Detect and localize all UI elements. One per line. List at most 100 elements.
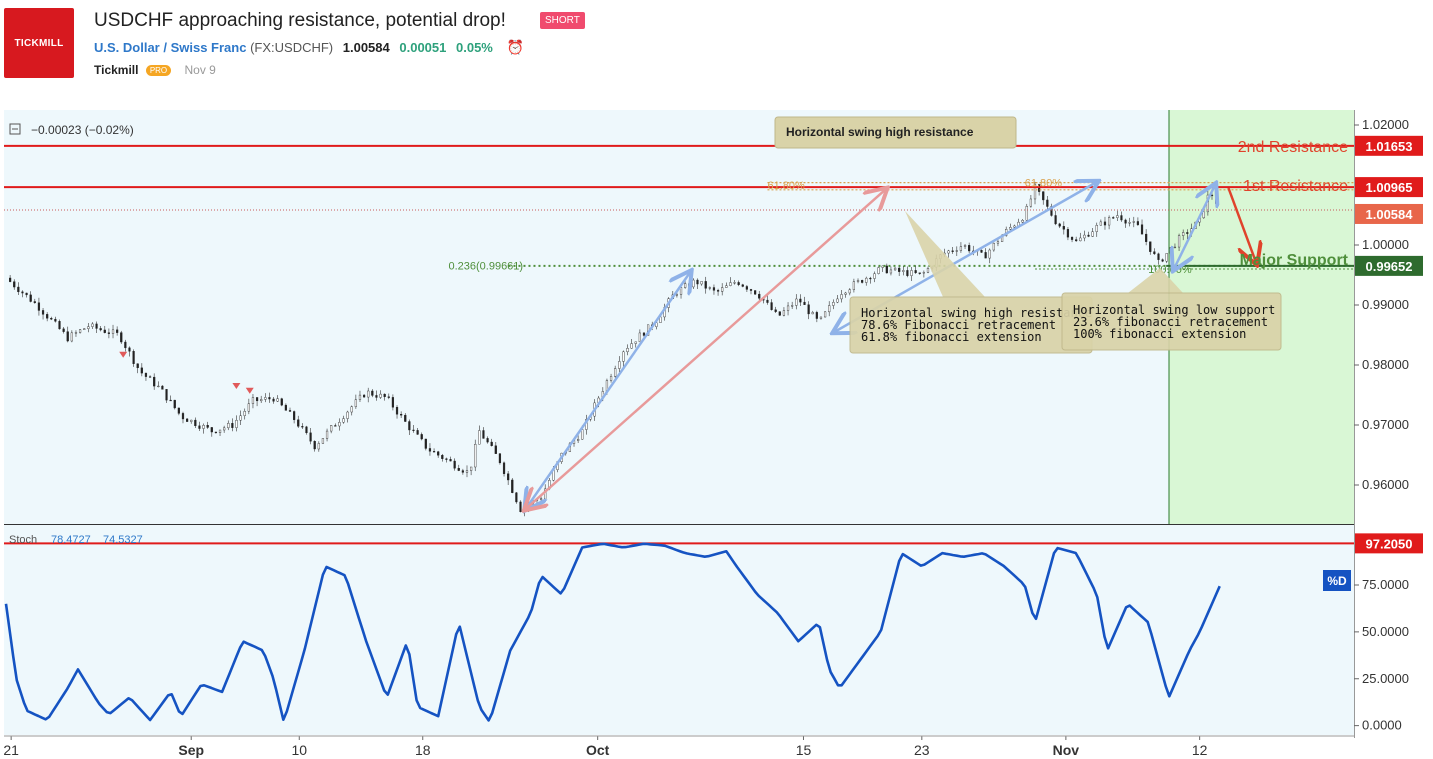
- publish-date: Nov 9: [184, 63, 216, 77]
- candle-body: [1095, 225, 1098, 232]
- symbol-code[interactable]: (FX:USDCHF): [250, 40, 334, 55]
- x-axis-label: 18: [415, 742, 431, 758]
- annotation-right-line3: 100% fibonacci extension: [1073, 327, 1246, 341]
- candle-body: [745, 286, 748, 290]
- candle-body: [317, 443, 320, 450]
- candle-body: [778, 311, 781, 316]
- candle-body: [395, 407, 399, 415]
- candle-body: [618, 361, 621, 369]
- candle-body: [449, 459, 452, 462]
- candle-body: [297, 419, 300, 427]
- candle-body: [996, 241, 1000, 244]
- candle-body: [795, 298, 798, 306]
- stoch-d-line: [4, 542, 1221, 722]
- candle-body: [210, 427, 213, 433]
- candle-body: [148, 376, 152, 378]
- candle-body: [721, 287, 724, 292]
- pro-badge: PRO: [145, 65, 172, 77]
- x-axis-label: Nov: [1053, 742, 1080, 758]
- x-axis-label: Sep: [178, 742, 204, 758]
- candle-body: [614, 368, 617, 377]
- projected-drop-arrow: [1227, 187, 1256, 263]
- annotation-right[interactable]: Horizontal swing low support 23.6% fibon…: [1061, 268, 1282, 351]
- candle-body: [819, 316, 823, 319]
- candle-body: [309, 432, 312, 442]
- candle-body: [1058, 223, 1061, 227]
- stoch-axis-label: 75.0000: [1362, 577, 1409, 592]
- candle-body: [437, 451, 440, 456]
- candle-body: [264, 397, 267, 400]
- stoch-axis-label: 50.0000: [1362, 624, 1409, 639]
- candle-body: [955, 250, 958, 252]
- candle-body: [811, 312, 814, 315]
- candle-body: [807, 304, 810, 315]
- fib-ext-arrow-small: [1174, 185, 1215, 269]
- candle-body: [519, 501, 522, 512]
- candle-body: [428, 448, 432, 452]
- candle-body: [992, 242, 995, 251]
- candle-body: [83, 328, 86, 330]
- svg-text:1.01653: 1.01653: [1366, 139, 1413, 154]
- tickmill-logo[interactable]: TICKMILL: [4, 8, 74, 78]
- candle-body: [684, 283, 687, 288]
- price-axis-label: 0.98000: [1362, 357, 1409, 372]
- candle-body: [840, 294, 843, 300]
- candle-body: [791, 305, 794, 307]
- symbol-name[interactable]: U.S. Dollar / Swiss Franc: [94, 40, 247, 55]
- candle-body: [539, 498, 543, 500]
- tag-last-price: 1.00584: [1355, 203, 1423, 224]
- candle-body: [161, 385, 164, 390]
- candle-body: [889, 269, 893, 274]
- candle-body: [1140, 224, 1144, 235]
- candle-body: [144, 372, 148, 377]
- collapse-icon[interactable]: [9, 123, 21, 135]
- annotation-right-line1: Horizontal swing low support: [1073, 303, 1275, 317]
- annotation-top[interactable]: Horizontal swing high resistance: [774, 116, 1017, 149]
- candle-body: [1103, 221, 1107, 226]
- candle-body: [638, 332, 641, 343]
- candle-body: [486, 438, 489, 443]
- candle-body: [313, 440, 316, 450]
- candle-body: [1173, 246, 1177, 249]
- candle-body: [737, 282, 740, 285]
- candle-body: [1046, 199, 1049, 207]
- annotation-middle[interactable]: Horizontal swing high resistance 78.6% F…: [849, 211, 1093, 354]
- candle-body: [305, 426, 308, 434]
- first-resistance-label: 1st Resistance: [1243, 178, 1348, 195]
- alarm-clock-icon[interactable]: ⏰: [506, 39, 524, 55]
- candle-body: [1202, 211, 1205, 219]
- candle-body: [1177, 235, 1181, 248]
- candle-body: [432, 451, 436, 453]
- candle-body: [1042, 191, 1045, 201]
- candle-body: [120, 332, 123, 343]
- candle-body: [1021, 220, 1024, 223]
- annotation-right-line2: 23.6% fibonacci retracement: [1073, 315, 1268, 329]
- candle-body: [1136, 221, 1140, 225]
- x-axis-label: 10: [291, 742, 307, 758]
- candle-body: [716, 290, 720, 292]
- candle-body: [293, 411, 296, 420]
- candle-body: [46, 314, 49, 319]
- x-axis-label: 21: [3, 742, 19, 758]
- svg-text:%D: %D: [1327, 574, 1347, 588]
- candle-body: [231, 423, 234, 428]
- candle-body: [865, 277, 868, 283]
- candle-body: [400, 414, 403, 416]
- candle-body: [770, 302, 773, 310]
- candle-body: [741, 284, 744, 287]
- candle-body: [852, 281, 856, 290]
- candle-body: [502, 462, 506, 474]
- candle-body: [276, 398, 279, 402]
- candle-body: [325, 430, 329, 439]
- candle-body: [1124, 219, 1127, 224]
- candle-body: [25, 292, 28, 296]
- candle-body: [869, 277, 872, 280]
- author-name[interactable]: Tickmill: [94, 63, 139, 77]
- candle-body: [893, 267, 897, 271]
- candle-body: [1132, 221, 1135, 223]
- candle-body: [634, 341, 637, 344]
- candle-body: [630, 343, 633, 349]
- candle-body: [375, 395, 378, 398]
- candle-body: [482, 430, 485, 439]
